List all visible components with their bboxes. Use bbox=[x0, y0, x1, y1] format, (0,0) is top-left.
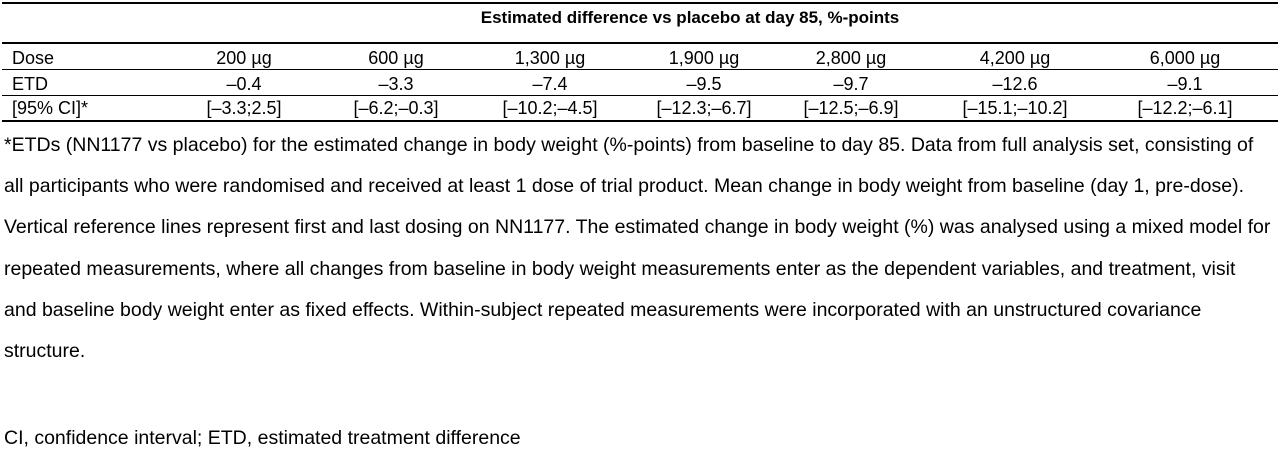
dose-cell: 1,300 µg bbox=[514, 48, 586, 68]
ci-cell: [–10.2;–4.5] bbox=[502, 98, 598, 118]
etd-cell: –0.4 bbox=[226, 74, 262, 94]
etd-cell: –7.4 bbox=[532, 74, 568, 94]
table-top-rule bbox=[2, 2, 1278, 4]
dose-cell: 6,000 µg bbox=[1149, 48, 1221, 68]
table-header-rule bbox=[2, 42, 1278, 44]
row-divider bbox=[2, 69, 1278, 70]
ci-cell: [–12.2;–6.1] bbox=[1137, 98, 1233, 118]
abbreviations-note: CI, confidence interval; ETD, estimated … bbox=[4, 427, 521, 449]
dose-cell: 200 µg bbox=[216, 48, 272, 68]
dose-cell: 1,900 µg bbox=[668, 48, 740, 68]
row-label-dose: Dose bbox=[12, 48, 55, 68]
ci-cell: [–6.2;–0.3] bbox=[353, 98, 439, 118]
ci-cell: [–15.1;–10.2] bbox=[962, 98, 1068, 118]
etd-cell: –9.1 bbox=[1167, 74, 1203, 94]
etd-cell: –9.7 bbox=[833, 74, 869, 94]
row-label-etd: ETD bbox=[12, 74, 48, 94]
row-label-ci: [95% CI]* bbox=[12, 98, 89, 118]
ci-cell: [–12.5;–6.9] bbox=[803, 98, 899, 118]
dose-cell: 4,200 µg bbox=[979, 48, 1051, 68]
row-divider bbox=[2, 95, 1278, 96]
dose-cell: 600 µg bbox=[368, 48, 424, 68]
etd-cell: –12.6 bbox=[992, 74, 1038, 94]
table-footnote: *ETDs (NN1177 vs placebo) for the estima… bbox=[4, 134, 1271, 363]
table-title: Estimated difference vs placebo at day 8… bbox=[480, 8, 900, 27]
etd-cell: –3.3 bbox=[378, 74, 414, 94]
ci-cell: [–12.3;–6.7] bbox=[656, 98, 752, 118]
dose-cell: 2,800 µg bbox=[815, 48, 887, 68]
etd-cell: –9.5 bbox=[686, 74, 722, 94]
ci-cell: [–3.3;2.5] bbox=[206, 98, 282, 118]
table-bottom-rule bbox=[2, 120, 1278, 122]
